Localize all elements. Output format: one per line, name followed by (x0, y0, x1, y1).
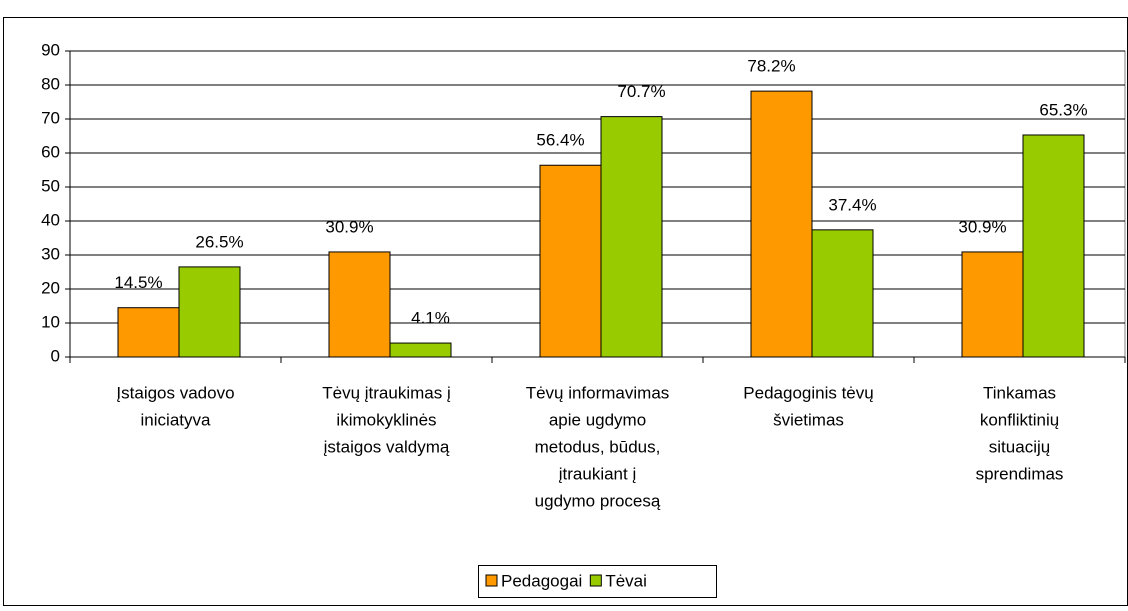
x-tick-label: ugdymo procesą (535, 491, 661, 510)
x-tick-label: Tinkamas (983, 383, 1056, 402)
bar (750, 90, 813, 358)
x-tick-label: sprendimas (976, 464, 1064, 483)
x-tick-label: Tėvų įtraukimas į (322, 383, 451, 402)
x-tick-label: metodus, būdus, (535, 437, 661, 456)
bar (811, 229, 874, 358)
value-label: 65.3% (1039, 100, 1087, 119)
x-tick-label: švietimas (773, 410, 844, 429)
bar (1022, 134, 1085, 358)
x-tick-label: Pedagoginis tėvų (743, 383, 873, 402)
x-tick-label: ikimokyklinės (336, 410, 436, 429)
x-tick-label: iniciatyva (141, 410, 211, 429)
legend-label: Tėvai (605, 571, 647, 590)
value-label: 56.4% (536, 131, 584, 150)
y-tick-label: 20 (41, 278, 60, 297)
y-tick-label: 90 (41, 40, 60, 59)
x-tick-label: apie ugdymo (549, 410, 646, 429)
value-label: 30.9% (325, 217, 373, 236)
bar (328, 251, 391, 358)
bar (117, 307, 180, 358)
y-tick-label: 10 (41, 312, 60, 331)
value-label: 14.5% (114, 273, 162, 292)
x-tick-label: Įstaigos vadovo (116, 383, 234, 402)
y-tick-label: 70 (41, 108, 60, 127)
bar (539, 164, 602, 358)
bar (389, 342, 452, 358)
y-tick-label: 40 (41, 210, 60, 229)
value-label: 37.4% (828, 195, 876, 214)
x-tick-label: įtraukiant į (559, 464, 637, 483)
y-tick-label: 0 (51, 346, 60, 365)
value-label: 70.7% (617, 82, 665, 101)
bar (961, 251, 1024, 358)
legend-swatch (485, 574, 498, 587)
bar (600, 116, 663, 358)
x-tick-label: įstaigos valdymą (324, 437, 450, 456)
legend-label: Pedagogai (501, 571, 582, 590)
x-tick-label: situacijų (989, 437, 1050, 456)
x-tick-label: konfliktinių (980, 410, 1059, 429)
y-tick-label: 80 (41, 74, 60, 93)
value-label: 78.2% (747, 57, 795, 76)
x-tick-label: Tėvų informavimas (526, 383, 670, 402)
value-label: 26.5% (195, 232, 243, 251)
y-tick-label: 30 (41, 244, 60, 263)
legend-swatch (589, 574, 602, 587)
bar (178, 266, 241, 358)
y-tick-label: 50 (41, 176, 60, 195)
value-label: 30.9% (958, 217, 1006, 236)
value-label: 4.1% (411, 309, 450, 328)
y-tick-label: 60 (41, 142, 60, 161)
